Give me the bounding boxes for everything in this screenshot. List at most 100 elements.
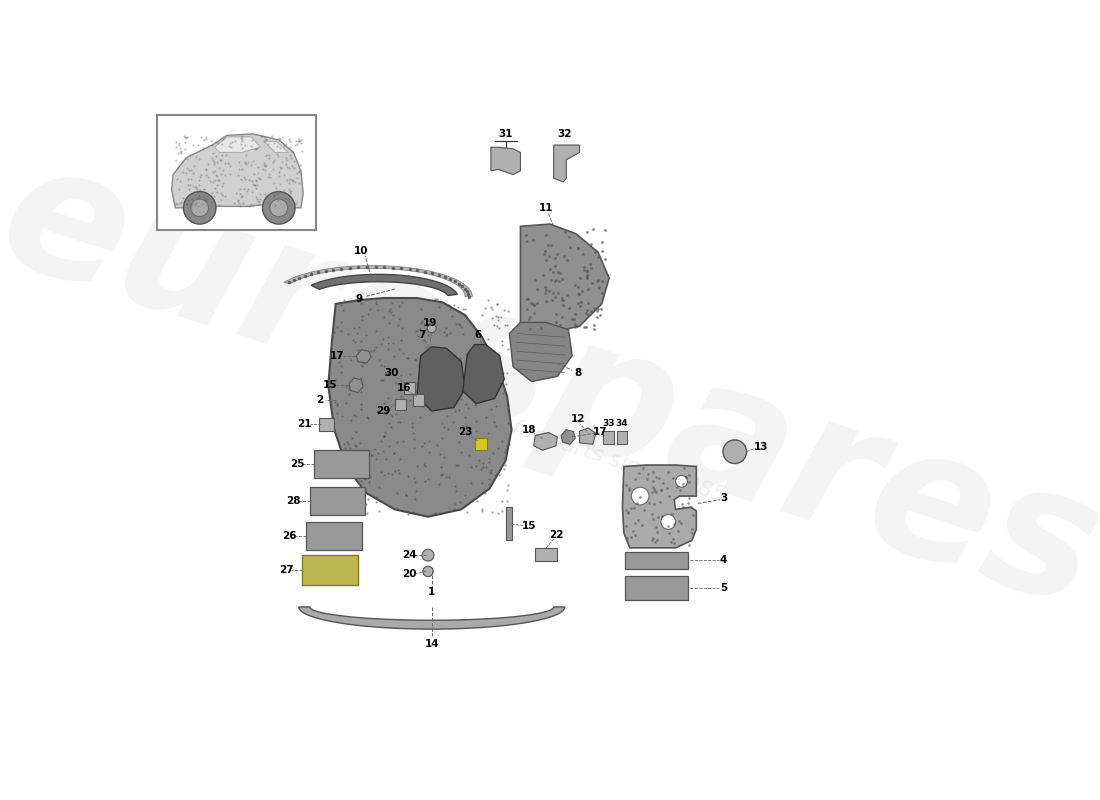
Bar <box>603 431 614 444</box>
Point <box>282 173 299 186</box>
Point <box>209 174 227 186</box>
Point <box>275 140 293 153</box>
Circle shape <box>263 191 295 224</box>
Point <box>284 173 301 186</box>
Point <box>238 149 255 162</box>
Point <box>293 144 310 157</box>
Point <box>244 178 262 190</box>
Polygon shape <box>506 507 512 541</box>
Point <box>257 134 275 147</box>
Point <box>256 187 274 200</box>
Point <box>172 174 189 187</box>
Text: 18: 18 <box>522 425 537 434</box>
Text: 8: 8 <box>574 368 582 378</box>
Point <box>190 178 208 191</box>
Point <box>167 136 185 149</box>
Text: 23: 23 <box>458 426 472 437</box>
Point <box>213 149 231 162</box>
Point <box>283 184 300 197</box>
Point <box>198 162 216 175</box>
Point <box>214 164 232 177</box>
Polygon shape <box>417 346 465 411</box>
Point <box>173 146 190 159</box>
Text: 27: 27 <box>278 565 294 575</box>
Point <box>208 150 226 162</box>
Text: 10: 10 <box>354 246 368 256</box>
Point <box>251 171 268 184</box>
Point <box>188 182 206 195</box>
Point <box>239 184 256 197</box>
Point <box>213 189 231 202</box>
Point <box>256 164 274 177</box>
Point <box>265 176 283 189</box>
Point <box>270 166 287 178</box>
Point <box>262 186 279 199</box>
Point <box>240 200 257 213</box>
Point <box>278 154 296 166</box>
Circle shape <box>427 324 437 333</box>
Point <box>289 166 307 178</box>
Point <box>290 132 308 145</box>
Point <box>173 196 190 209</box>
Point <box>197 192 215 205</box>
Text: 17: 17 <box>330 350 344 361</box>
Point <box>285 154 303 167</box>
Point <box>205 166 222 178</box>
Point <box>278 174 296 186</box>
Point <box>245 179 263 192</box>
Point <box>202 135 220 148</box>
Point <box>261 171 278 184</box>
Point <box>229 194 246 206</box>
Polygon shape <box>299 607 564 629</box>
Point <box>248 142 265 154</box>
Point <box>271 132 288 145</box>
Text: 9: 9 <box>355 294 363 304</box>
Circle shape <box>270 199 287 217</box>
Polygon shape <box>623 465 696 548</box>
Point <box>204 138 221 151</box>
Point <box>204 146 221 159</box>
Point <box>222 140 240 153</box>
Point <box>282 186 299 199</box>
Point <box>214 133 232 146</box>
Point <box>271 178 288 190</box>
Point <box>257 132 275 145</box>
Point <box>170 142 188 154</box>
Bar <box>302 555 358 585</box>
Point <box>235 138 253 151</box>
Point <box>256 160 274 173</box>
Point <box>270 150 287 162</box>
Point <box>270 132 287 145</box>
Point <box>194 142 211 154</box>
Text: 14: 14 <box>425 639 439 649</box>
Point <box>175 191 192 204</box>
Point <box>190 190 208 203</box>
Point <box>221 159 239 172</box>
Point <box>268 139 286 152</box>
Point <box>220 139 238 152</box>
Point <box>169 146 187 159</box>
Point <box>242 140 260 153</box>
Point <box>266 199 284 212</box>
Point <box>197 133 215 146</box>
Point <box>201 174 219 187</box>
Polygon shape <box>534 433 558 450</box>
Point <box>211 154 229 167</box>
Point <box>248 193 265 206</box>
Point <box>207 165 224 178</box>
Point <box>233 162 251 175</box>
Point <box>196 194 213 206</box>
Point <box>178 198 196 210</box>
Point <box>185 198 202 210</box>
Polygon shape <box>172 134 304 208</box>
Point <box>169 182 187 195</box>
Text: 24: 24 <box>403 550 417 560</box>
Point <box>219 157 236 170</box>
Point <box>233 142 251 154</box>
Point <box>271 160 288 173</box>
Point <box>231 200 249 213</box>
Point <box>268 186 286 199</box>
Polygon shape <box>311 274 458 295</box>
Point <box>279 182 297 195</box>
Point <box>246 178 264 191</box>
